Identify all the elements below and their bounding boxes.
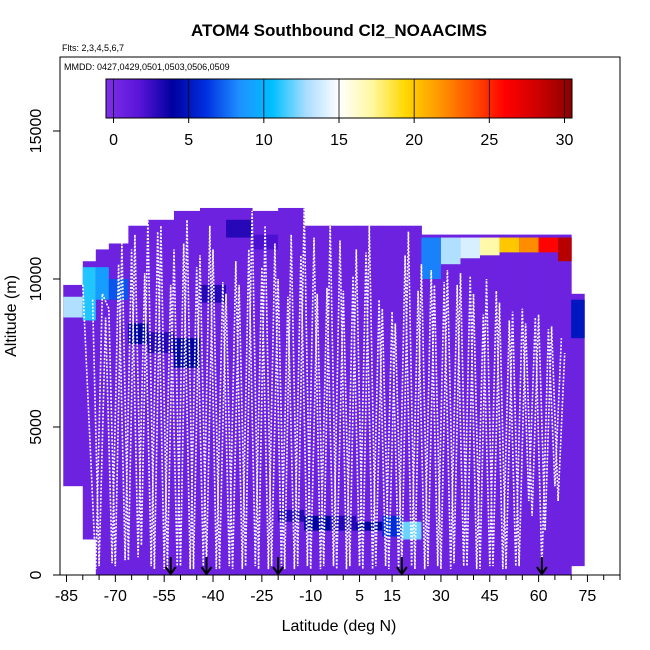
plot-frame: [59, 56, 621, 576]
y-tick-label: 5000: [28, 409, 45, 445]
heatmap-band: [519, 237, 540, 253]
colorbar-tick-label: 25: [480, 132, 498, 149]
latitude-arrow-head: [200, 566, 213, 576]
latitude-arrow-head: [396, 566, 408, 576]
colorbar-frame: [105, 78, 573, 119]
x-tick-label: 15: [383, 588, 401, 605]
colorbar-tick-label: 15: [330, 132, 348, 149]
heatmap-band: [499, 237, 520, 253]
x-tick-label: 60: [530, 588, 548, 605]
heatmap-band: [401, 521, 422, 540]
heatmap-column: [571, 293, 585, 567]
flights-label: Flts: 2,3,4,5,6,7: [62, 43, 124, 53]
x-tick-label: 30: [432, 588, 450, 605]
heatmap-band: [460, 237, 481, 259]
heatmap-column: [173, 210, 201, 575]
colorbar-tick-label: 20: [405, 132, 423, 149]
latitude-arrows: [164, 557, 548, 576]
heatmap-column: [63, 284, 84, 487]
x-tick-label: -25: [250, 588, 273, 605]
flight-profile-line: [91, 225, 563, 570]
colorbar-tick-label: 30: [556, 132, 574, 149]
x-tick-label: -85: [55, 588, 78, 605]
dates-label: MMDD: 0427,0429,0501,0503,0506,0509: [64, 62, 230, 72]
heatmap-band: [538, 237, 559, 253]
x-tick-label: 75: [579, 588, 597, 605]
x-tick-label: 45: [481, 588, 499, 605]
heatmap-band: [356, 521, 383, 531]
heatmap-column: [519, 234, 540, 575]
heatmap-band: [571, 299, 585, 339]
heatmap-column: [82, 261, 97, 540]
heatmap-band: [304, 515, 331, 531]
y-axis-label: Altitude (m): [3, 275, 20, 357]
colorbar-tick-label: 5: [184, 132, 193, 149]
y-tick-label: 10000: [28, 257, 45, 302]
latitude-arrow-head: [536, 566, 548, 576]
y-axis: 0 5000 10000 15000: [28, 109, 60, 579]
y-tick-label: 0: [28, 570, 45, 579]
x-tick-label: -55: [153, 588, 176, 605]
heatmap-band: [480, 237, 501, 256]
heatmap-column: [558, 234, 572, 575]
heatmap-band: [63, 296, 84, 318]
x-tick-label: -70: [104, 588, 127, 605]
heatmap-band: [82, 267, 97, 321]
x-tick-label: 5: [355, 588, 364, 605]
flight-tracks: [82, 207, 566, 570]
heatmap-band: [421, 237, 442, 279]
heatmap-band: [278, 509, 305, 522]
heatmap-column: [538, 234, 559, 575]
x-axis-label: Latitude (deg N): [282, 618, 397, 635]
heatmap-band: [173, 338, 201, 368]
heatmap-band: [147, 332, 175, 353]
y-tick-label: 15000: [28, 109, 45, 154]
latitude-arrow-head: [272, 566, 284, 576]
heatmap-band: [95, 267, 110, 300]
heatmap-band: [226, 219, 253, 238]
x-tick-label: -40: [201, 588, 224, 605]
colorbar-tick-label: 0: [109, 132, 118, 149]
flight-profile-line: [82, 207, 566, 570]
heatmap-column: [356, 225, 383, 575]
heatmap-band: [440, 237, 461, 265]
x-axis: -85 -70 -55 -40 -25 -10 5 15 30 45 60 75: [55, 575, 621, 605]
latitude-arrow-head: [164, 566, 177, 576]
heatmap-band: [558, 237, 572, 262]
x-tick-label: -10: [299, 588, 322, 605]
chart-title: ATOM4 Southbound Cl2_NOAACIMS: [191, 21, 487, 40]
colorbar-ticks: 0 5 10 15 20 25 30: [109, 79, 573, 149]
colorbar-tick-label: 10: [255, 132, 273, 149]
